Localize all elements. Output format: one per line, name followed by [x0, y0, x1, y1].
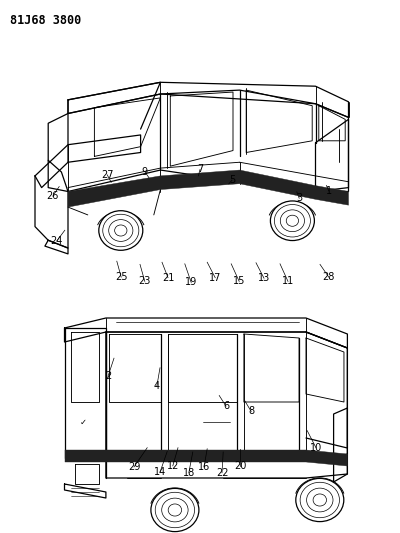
Text: 13: 13 [258, 273, 270, 283]
Text: 3: 3 [296, 193, 302, 203]
Text: 28: 28 [323, 272, 335, 282]
Polygon shape [64, 450, 106, 462]
Ellipse shape [151, 488, 199, 531]
Text: 18: 18 [183, 468, 195, 478]
Text: 1: 1 [326, 186, 332, 196]
Text: 23: 23 [139, 277, 151, 286]
Text: 10: 10 [310, 443, 322, 453]
Text: 2: 2 [105, 372, 111, 381]
Text: 9: 9 [142, 167, 148, 176]
Text: 15: 15 [233, 277, 245, 286]
Text: 4: 4 [154, 382, 160, 391]
Text: 11: 11 [282, 277, 294, 286]
Ellipse shape [270, 201, 314, 240]
Ellipse shape [99, 211, 143, 251]
Text: 14: 14 [154, 467, 166, 477]
Text: 22: 22 [216, 468, 228, 478]
Text: 8: 8 [248, 407, 254, 416]
Polygon shape [106, 450, 347, 466]
Text: 20: 20 [234, 462, 246, 471]
Ellipse shape [296, 479, 344, 522]
Text: 29: 29 [128, 462, 140, 472]
Text: 12: 12 [167, 461, 179, 471]
Text: 6: 6 [223, 401, 229, 411]
Polygon shape [68, 170, 348, 207]
Text: 5: 5 [229, 175, 235, 185]
Text: 19: 19 [185, 278, 197, 287]
Text: ✓: ✓ [80, 417, 87, 426]
Text: 24: 24 [51, 236, 63, 246]
Text: 17: 17 [209, 273, 221, 282]
Text: 7: 7 [197, 165, 203, 174]
Text: 25: 25 [115, 272, 128, 282]
Text: 26: 26 [47, 191, 59, 201]
Text: 16: 16 [198, 462, 210, 472]
Text: 21: 21 [162, 273, 174, 282]
Text: 27: 27 [101, 170, 114, 180]
Text: 81J68 3800: 81J68 3800 [10, 14, 81, 27]
